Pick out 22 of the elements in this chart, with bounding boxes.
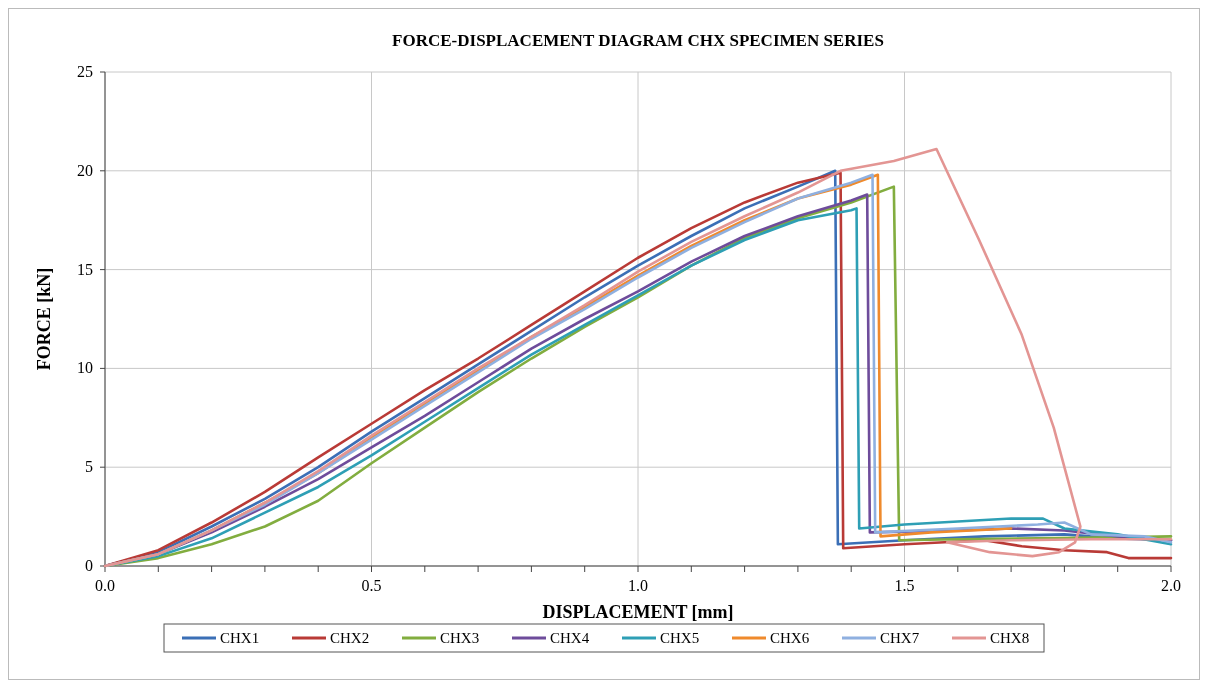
x-tick-label: 0.5: [361, 577, 382, 594]
legend-label: CHX5: [660, 630, 700, 646]
y-tick-label: 0: [85, 557, 93, 574]
legend-label: CHX6: [770, 630, 810, 646]
x-tick-label: 0.0: [95, 577, 115, 594]
legend-label: CHX1: [220, 630, 260, 646]
legend-label: CHX4: [550, 630, 590, 646]
y-tick-label: 20: [77, 161, 93, 179]
legend-label: CHX8: [990, 630, 1030, 646]
x-tick-label: 1.0: [628, 577, 648, 594]
y-tick-label: 5: [85, 458, 93, 476]
x-tick-label: 2.0: [1161, 577, 1181, 594]
y-tick-label: 25: [77, 63, 93, 80]
y-tick-label: 10: [77, 359, 93, 377]
x-tick-label: 1.5: [894, 577, 915, 594]
legend-label: CHX2: [330, 630, 370, 646]
y-tick-label: 15: [77, 260, 93, 278]
y-axis-title: FORCE [kN]: [34, 267, 54, 371]
legend-label: CHX7: [880, 630, 920, 646]
legend-label: CHX3: [440, 630, 480, 646]
x-axis-title: DISPLACEMENT [mm]: [542, 602, 734, 622]
chart-title: FORCE-DISPLACEMENT DIAGRAM CHX SPECIMEN SERIES: [392, 31, 884, 50]
